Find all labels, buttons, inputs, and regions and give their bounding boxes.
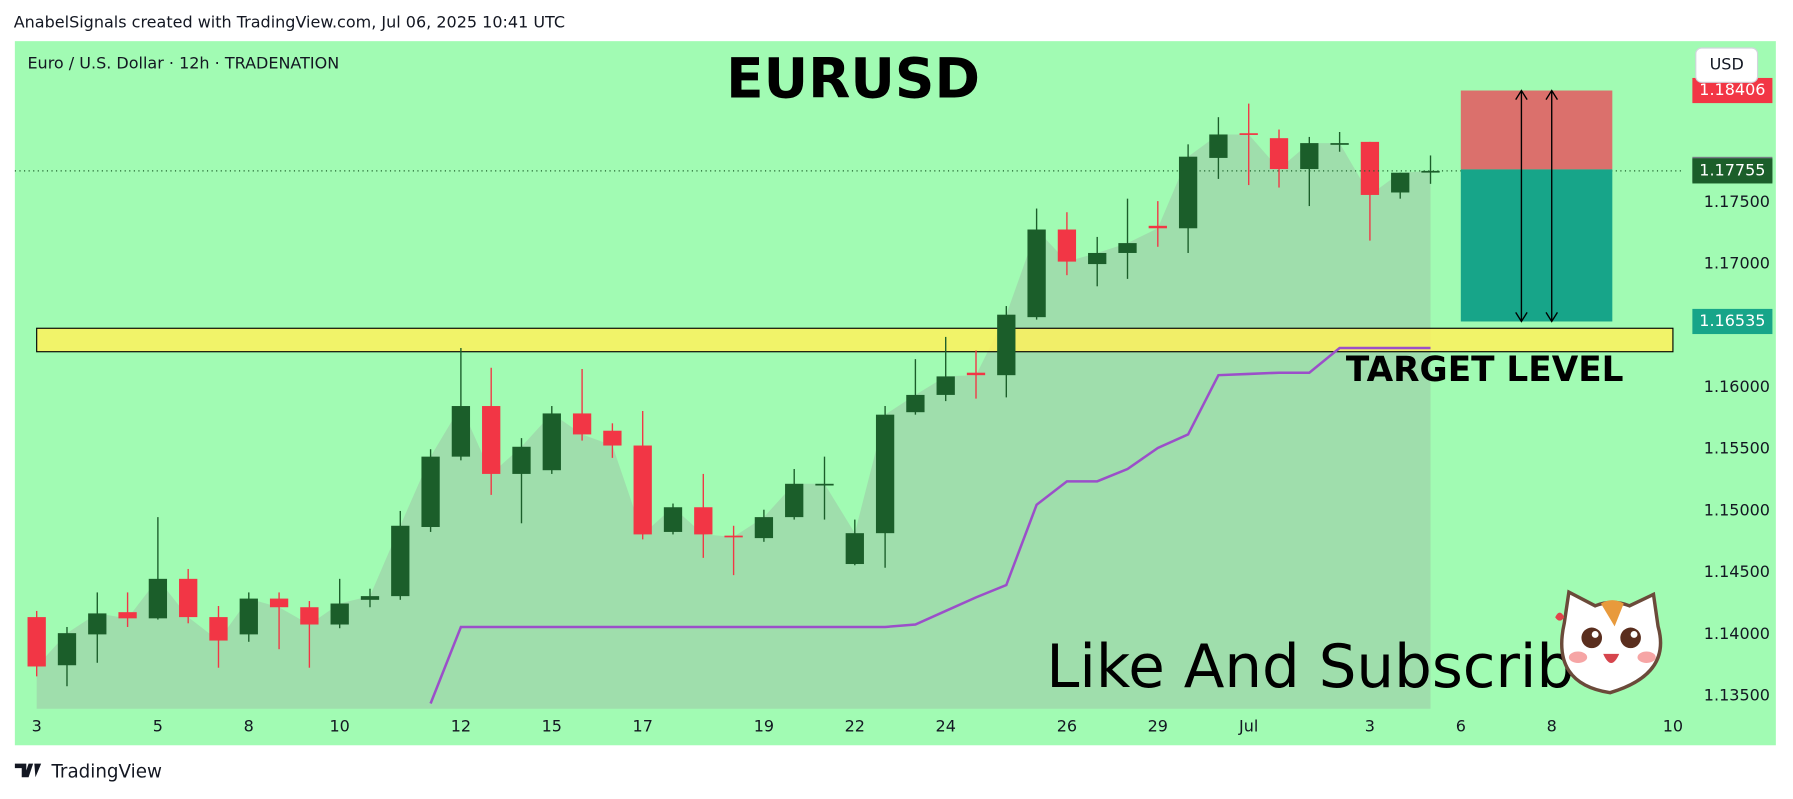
price-tag — [1692, 158, 1773, 184]
candle-body — [1239, 133, 1258, 135]
y-tick-label: 1.14500 — [1704, 562, 1770, 581]
x-tick-label: 15 — [542, 716, 562, 735]
position-arrow — [1515, 89, 1528, 323]
candle-body — [88, 613, 107, 635]
price-tag — [1692, 308, 1773, 335]
cat-sticker — [1555, 589, 1663, 695]
indicator-line — [429, 346, 1431, 704]
x-tick-label: 24 — [936, 716, 956, 735]
candle-body — [451, 406, 471, 457]
chart-title: EURUSD — [726, 46, 980, 110]
candle-body — [785, 483, 804, 518]
x-tick-label: 8 — [244, 716, 254, 735]
candle-body — [57, 633, 77, 666]
plot: 1.13500 1.14000 1.14500 1.15000 1.15500 1.160… — [14, 77, 1773, 735]
x-tick-label: 8 — [1547, 716, 1557, 735]
candle-body — [269, 598, 289, 608]
candle-body — [1148, 225, 1167, 229]
footer-logo — [14, 763, 42, 778]
y-tick-label: 1.15500 — [1704, 439, 1770, 458]
candle-body — [815, 483, 834, 486]
candle-body — [936, 376, 955, 395]
y-tick-label: 1.15000 — [1704, 500, 1770, 519]
candle-body — [179, 578, 198, 618]
candle-body — [754, 517, 774, 539]
candle-body — [391, 525, 410, 597]
x-tick-label: 12 — [451, 716, 471, 735]
candle-body — [1421, 170, 1440, 173]
y-tick-label: 1.17500 — [1704, 192, 1770, 211]
x-tick-label: 5 — [153, 716, 163, 735]
candle-body — [1269, 138, 1289, 170]
x-tick-label: 10 — [1663, 716, 1683, 735]
x-tick-label: 3 — [1365, 716, 1375, 735]
candle-body — [997, 314, 1016, 376]
x-tick-label: 19 — [754, 716, 774, 735]
candle-body — [633, 445, 652, 535]
candle-body — [300, 607, 319, 625]
y-tick-label: 1.13500 — [1704, 686, 1770, 705]
position-profit — [1460, 169, 1613, 322]
candle-body — [906, 394, 925, 413]
x-tick-label: 17 — [633, 716, 653, 735]
candle-body — [209, 617, 228, 641]
credit: AnabelSignals created with TradingView.c… — [14, 12, 565, 31]
footer-brand: TradingView — [50, 762, 162, 783]
candle-body — [875, 414, 895, 534]
candle-body — [239, 598, 258, 635]
candle-body — [572, 413, 592, 435]
position-arrow — [1545, 89, 1559, 323]
candle-body — [118, 612, 137, 619]
price-tag-label: 1.16535 — [1699, 311, 1765, 330]
candle-body — [1057, 229, 1077, 262]
candle-body — [966, 372, 986, 376]
candle-body — [1300, 143, 1319, 170]
candle-body — [421, 456, 440, 527]
candle-body — [360, 596, 380, 600]
candle-body — [542, 413, 561, 471]
x-tick-label: 22 — [845, 716, 865, 735]
candle-body — [27, 617, 46, 667]
zone-label: TARGET LEVEL — [1346, 350, 1624, 390]
candle-body — [1027, 229, 1046, 318]
candle-body — [1330, 143, 1349, 145]
candle-body — [1209, 134, 1228, 158]
candle-body — [512, 446, 531, 474]
target-zone — [36, 327, 1674, 353]
y-tick-label: 1.16000 — [1704, 377, 1770, 396]
candle-body — [1360, 141, 1380, 195]
price-tag-label: 1.17755 — [1699, 160, 1765, 179]
candle-body — [845, 533, 864, 565]
x-tick-label: 26 — [1057, 716, 1077, 735]
close-area — [36, 134, 1431, 709]
candle-body — [1088, 252, 1107, 265]
candle-body — [1178, 156, 1198, 229]
candle-body — [148, 578, 168, 619]
annotation: Like And Subscribe — [1046, 633, 1610, 702]
candle-body — [694, 507, 713, 535]
candle-body — [1391, 172, 1410, 193]
candle-body — [330, 603, 349, 625]
symbol: Euro / U.S. Dollar · 12h · TRADENATION — [27, 54, 339, 73]
x-tick-label: Jul — [1238, 716, 1258, 735]
candle-body — [663, 507, 683, 532]
y-tick-label: 1.14000 — [1704, 624, 1770, 643]
candle-body — [724, 535, 743, 538]
x-tick-label: 3 — [32, 716, 42, 735]
candle-body — [603, 430, 622, 446]
candle-body — [1118, 243, 1137, 253]
candle-body — [482, 406, 501, 474]
price-tag-label: 1.18406 — [1699, 80, 1765, 99]
position-loss — [1460, 90, 1613, 170]
x-tick-label: 29 — [1148, 716, 1168, 735]
y-tick-label: 1.17000 — [1704, 254, 1770, 273]
x-tick-label: 10 — [330, 716, 350, 735]
x-tick-label: 6 — [1456, 716, 1466, 735]
currency-button[interactable]: USD — [1695, 47, 1759, 83]
currency-label[interactable]: USD — [1710, 55, 1744, 74]
